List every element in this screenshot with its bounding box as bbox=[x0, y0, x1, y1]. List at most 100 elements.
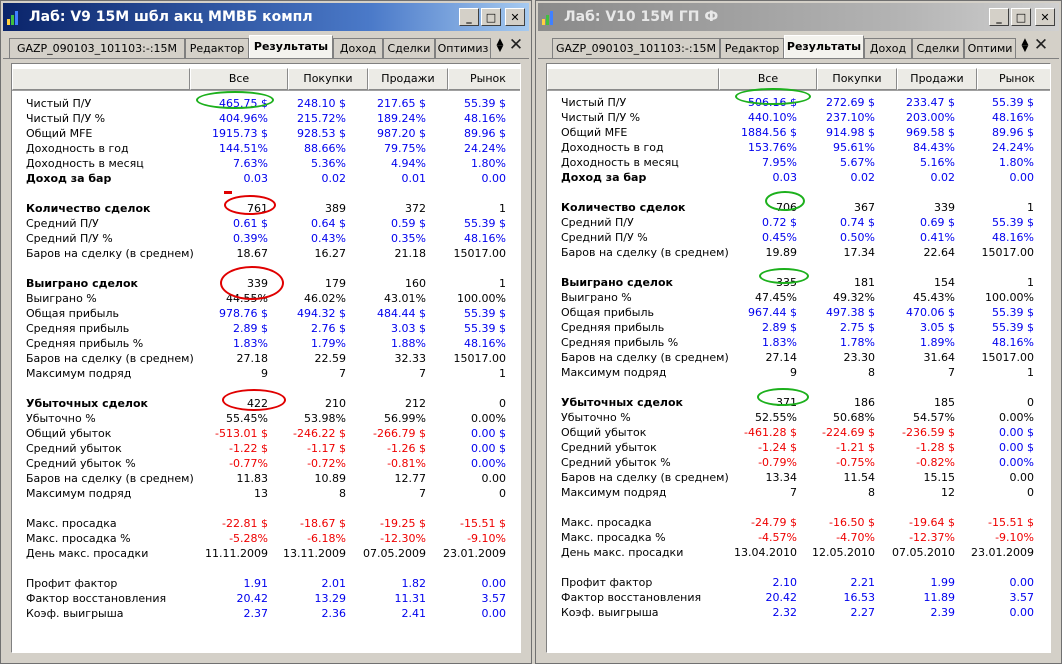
tab-close-icon[interactable]: ✕ bbox=[508, 35, 524, 55]
close-button[interactable]: ✕ bbox=[1035, 8, 1055, 26]
tab-trades[interactable]: Сделки bbox=[383, 38, 435, 58]
row-label: Доход за бар bbox=[26, 172, 112, 185]
table-row: Баров на сделку (в среднем) 13.34 11.54 15.… bbox=[547, 470, 1050, 485]
row-label: Чистый П/У bbox=[26, 97, 92, 110]
column-header[interactable]: Продажи bbox=[897, 68, 977, 90]
cell-value: 506.16 $ bbox=[748, 96, 797, 109]
cell-value: 7 bbox=[790, 486, 797, 499]
lab-window-v10[interactable]: Лаб: V10 15M ГП Ф _ □ ✕ GAZP_090103_1011… bbox=[535, 0, 1062, 664]
cell-value: 1.83% bbox=[762, 336, 797, 349]
tab-dataset[interactable]: GAZP_090103_101103:-:15M bbox=[552, 38, 720, 58]
cell-value: 154 bbox=[934, 276, 955, 289]
column-header[interactable]: Покупки bbox=[288, 68, 368, 90]
table-header: Все Покупки Продажи Рынок bbox=[547, 68, 1050, 91]
cell-value: 0.74 $ bbox=[840, 216, 875, 229]
row-label: Макс. просадка % bbox=[26, 532, 131, 545]
cell-value: 144.51% bbox=[219, 142, 268, 155]
lab-window-v9[interactable]: Лаб: V9 15M шбл акц ММВБ компл _ □ ✕ GAZ… bbox=[0, 0, 532, 664]
tab-optimization[interactable]: Оптимиз bbox=[435, 38, 491, 58]
table-row: Убыточно % 52.55% 50.68% 54.57% 0.00% bbox=[547, 410, 1050, 425]
table-row: Макс. просадка -22.81 $ -18.67 $ -19.25 $ -1… bbox=[12, 516, 520, 531]
cell-value: -18.67 $ bbox=[300, 517, 346, 530]
table-row: Чистый П/У % 440.10% 237.10% 203.00% 48.16% bbox=[547, 110, 1050, 125]
table-row: Количество сделок 706 367 339 1 bbox=[547, 200, 1050, 215]
cell-value: 46.02% bbox=[304, 292, 346, 305]
tab-results[interactable]: Результаты bbox=[249, 35, 333, 58]
cell-value: 969.58 $ bbox=[906, 126, 955, 139]
cell-value: 215.72% bbox=[297, 112, 346, 125]
cell-value: 0.03 bbox=[772, 171, 798, 184]
column-header[interactable]: Все bbox=[719, 68, 817, 90]
cell-value: 11.31 bbox=[394, 592, 427, 605]
tab-scroll-arrows-icon[interactable]: ▲ ▼ bbox=[1021, 37, 1029, 54]
cell-value: 212 bbox=[405, 397, 426, 410]
tab-dataset[interactable]: GAZP_090103_101103:-:15M bbox=[9, 38, 185, 58]
cell-value: 1 bbox=[499, 367, 506, 380]
column-header[interactable]: Покупки bbox=[817, 68, 897, 90]
cell-value: -12.30% bbox=[380, 532, 426, 545]
row-label: Общий MFE bbox=[561, 126, 628, 139]
cell-value: 0.59 $ bbox=[391, 217, 426, 230]
tab-income[interactable]: Доход bbox=[333, 38, 383, 58]
cell-value: 0.00% bbox=[471, 457, 506, 470]
tab-optimization[interactable]: Оптими bbox=[964, 38, 1016, 58]
cell-value: 0.61 $ bbox=[233, 217, 268, 230]
maximize-button[interactable]: □ bbox=[481, 8, 501, 26]
table-row: Средний П/У % 0.39% 0.43% 0.35% 48.16% bbox=[12, 231, 520, 246]
table-row: Доходность в год 153.76% 95.61% 84.43% 24.24… bbox=[547, 140, 1050, 155]
cell-value: 248.10 $ bbox=[297, 97, 346, 110]
tab-scroll-arrows-icon[interactable]: ▲ ▼ bbox=[496, 37, 504, 54]
row-label: Средний убыток % bbox=[26, 457, 136, 470]
row-label: Чистый П/У bbox=[561, 96, 627, 109]
header-blank bbox=[12, 68, 190, 90]
cell-value: 100.00% bbox=[985, 291, 1034, 304]
tab-income[interactable]: Доход bbox=[864, 38, 912, 58]
row-label: Средний убыток bbox=[26, 442, 122, 455]
cell-value: 0.00 bbox=[481, 172, 507, 185]
column-header[interactable]: Продажи bbox=[368, 68, 448, 90]
cell-value: 48.16% bbox=[464, 112, 506, 125]
cell-value: 761 bbox=[247, 202, 268, 215]
row-label: Чистый П/У % bbox=[561, 111, 641, 124]
minimize-button[interactable]: _ bbox=[459, 8, 479, 26]
cell-value: -0.72% bbox=[307, 457, 346, 470]
cell-value: 11.83 bbox=[236, 472, 269, 485]
cell-value: 32.33 bbox=[394, 352, 427, 365]
table-row: Доход за бар 0.03 0.02 0.01 0.00 bbox=[12, 171, 520, 186]
column-header[interactable]: Рынок bbox=[977, 68, 1050, 90]
cell-value: 56.99% bbox=[384, 412, 426, 425]
close-button[interactable]: ✕ bbox=[505, 8, 525, 26]
table-row: Максимум подряд 9 8 7 1 bbox=[547, 365, 1050, 380]
cell-value: 0.00 bbox=[481, 607, 507, 620]
title-bar[interactable]: Лаб: V9 15M шбл акц ММВБ компл _ □ ✕ bbox=[3, 3, 529, 31]
maximize-button[interactable]: □ bbox=[1011, 8, 1031, 26]
table-row: Баров на сделку (в среднем) 19.89 17.34 22.… bbox=[547, 245, 1050, 260]
tab-close-icon[interactable]: ✕ bbox=[1033, 35, 1049, 55]
cell-value: 2.76 $ bbox=[311, 322, 346, 335]
cell-value: -461.28 $ bbox=[744, 426, 797, 439]
cell-value: 371 bbox=[776, 396, 797, 409]
table-row: Доход за бар 0.03 0.02 0.02 0.00 bbox=[547, 170, 1050, 185]
column-header[interactable]: Рынок bbox=[448, 68, 520, 90]
cell-value: 367 bbox=[854, 201, 875, 214]
cell-value: 20.42 bbox=[236, 592, 269, 605]
minimize-button[interactable]: _ bbox=[989, 8, 1009, 26]
cell-value: 0.43% bbox=[311, 232, 346, 245]
tab-editor[interactable]: Редактор bbox=[720, 38, 784, 58]
cell-value: 7 bbox=[419, 367, 426, 380]
cell-value: 55.39 $ bbox=[992, 306, 1034, 319]
tab-results[interactable]: Результаты bbox=[784, 35, 864, 58]
cell-value: 15017.00 bbox=[453, 247, 507, 260]
cell-value: 24.24% bbox=[464, 142, 506, 155]
tab-editor[interactable]: Редактор bbox=[185, 38, 249, 58]
cell-value: 15017.00 bbox=[981, 351, 1035, 364]
tab-trades[interactable]: Сделки bbox=[912, 38, 964, 58]
cell-value: 48.16% bbox=[464, 337, 506, 350]
highlight-dash bbox=[224, 191, 232, 194]
cell-value: 185 bbox=[934, 396, 955, 409]
table-row: Средний убыток % -0.77% -0.72% -0.81% 0.00% bbox=[12, 456, 520, 471]
cell-value: 978.76 $ bbox=[219, 307, 268, 320]
column-header[interactable]: Все bbox=[190, 68, 288, 90]
title-bar[interactable]: Лаб: V10 15M ГП Ф _ □ ✕ bbox=[538, 3, 1059, 31]
table-row: Общий MFE 1884.56 $ 914.98 $ 969.58 $ 89.96 … bbox=[547, 125, 1050, 140]
